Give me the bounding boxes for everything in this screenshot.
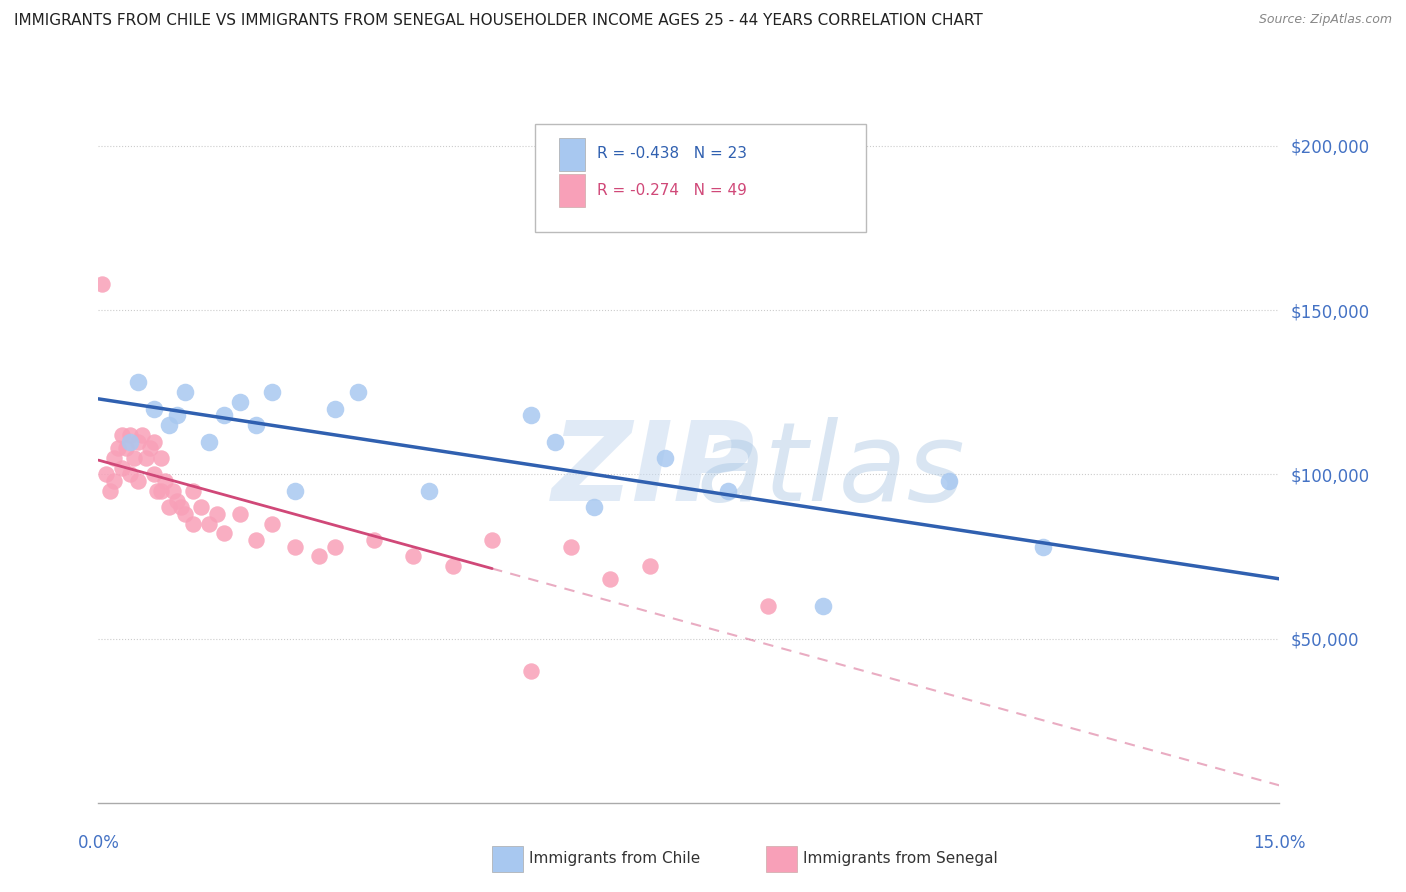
Point (118, 434, 141, 449)
Text: IMMIGRANTS FROM CHILE VS IMMIGRANTS FROM SENEGAL HOUSEHOLDER INCOME AGES 25 - 44: IMMIGRANTS FROM CHILE VS IMMIGRANTS FROM… (14, 13, 983, 29)
Point (583, 500, 606, 515)
Point (181, 483, 204, 498)
Point (245, 418, 267, 433)
Point (103, 474, 125, 488)
Point (162, 483, 184, 498)
Point (245, 533, 267, 547)
Point (142, 434, 165, 449)
Point (135, 450, 157, 465)
Point (142, 467, 165, 482)
Point (441, 559, 464, 574)
Point (811, 599, 834, 613)
Point (229, 395, 252, 409)
Text: atlas: atlas (696, 417, 965, 524)
Point (146, 483, 169, 498)
Point (190, 500, 212, 515)
Text: 15.0%: 15.0% (1253, 834, 1306, 852)
Point (599, 573, 621, 587)
Point (284, 483, 307, 498)
Point (127, 434, 149, 449)
Point (103, 450, 125, 465)
Point (131, 428, 153, 442)
Point (205, 507, 228, 521)
Bar (560, 138, 585, 170)
Text: Immigrants from Chile: Immigrants from Chile (529, 852, 700, 866)
Point (138, 441, 160, 455)
Point (118, 467, 141, 482)
Bar (560, 174, 585, 207)
Point (214, 526, 236, 541)
Point (214, 409, 236, 423)
Text: 0.0%: 0.0% (77, 834, 120, 852)
Point (520, 665, 543, 679)
Point (260, 385, 283, 400)
Point (107, 441, 129, 455)
Point (197, 434, 219, 449)
Text: Source: ZipAtlas.com: Source: ZipAtlas.com (1258, 13, 1392, 27)
Point (363, 533, 385, 547)
FancyBboxPatch shape (536, 124, 866, 232)
Point (260, 516, 283, 531)
Point (174, 507, 197, 521)
Point (127, 376, 149, 390)
Point (323, 540, 346, 554)
Point (638, 559, 661, 574)
Point (938, 474, 960, 488)
Text: Immigrants from Senegal: Immigrants from Senegal (803, 852, 998, 866)
Point (150, 450, 173, 465)
Text: ZIP: ZIP (551, 417, 755, 524)
Point (717, 483, 740, 498)
Point (115, 441, 138, 455)
Point (122, 450, 145, 465)
Point (111, 428, 134, 442)
Point (111, 460, 134, 475)
Point (91, 277, 114, 291)
Point (481, 533, 503, 547)
Point (229, 507, 252, 521)
Point (402, 549, 425, 564)
Point (157, 500, 180, 515)
Point (166, 493, 188, 508)
Point (197, 516, 219, 531)
Point (98, 483, 121, 498)
Text: R = -0.274   N = 49: R = -0.274 N = 49 (596, 183, 747, 198)
Point (142, 401, 165, 416)
Point (155, 474, 177, 488)
Point (756, 599, 779, 613)
Point (560, 540, 582, 554)
Point (520, 409, 543, 423)
Point (284, 540, 307, 554)
Point (181, 516, 204, 531)
Point (157, 418, 180, 433)
Point (127, 474, 149, 488)
Point (150, 483, 173, 498)
Point (544, 434, 567, 449)
Point (166, 409, 188, 423)
Point (308, 549, 330, 564)
Point (174, 385, 197, 400)
Text: R = -0.438   N = 23: R = -0.438 N = 23 (596, 146, 747, 161)
Point (118, 428, 141, 442)
Point (170, 500, 193, 515)
Point (347, 385, 370, 400)
Point (1032, 540, 1054, 554)
Point (654, 450, 676, 465)
Point (418, 483, 440, 498)
Point (323, 401, 346, 416)
Point (96, 467, 118, 482)
